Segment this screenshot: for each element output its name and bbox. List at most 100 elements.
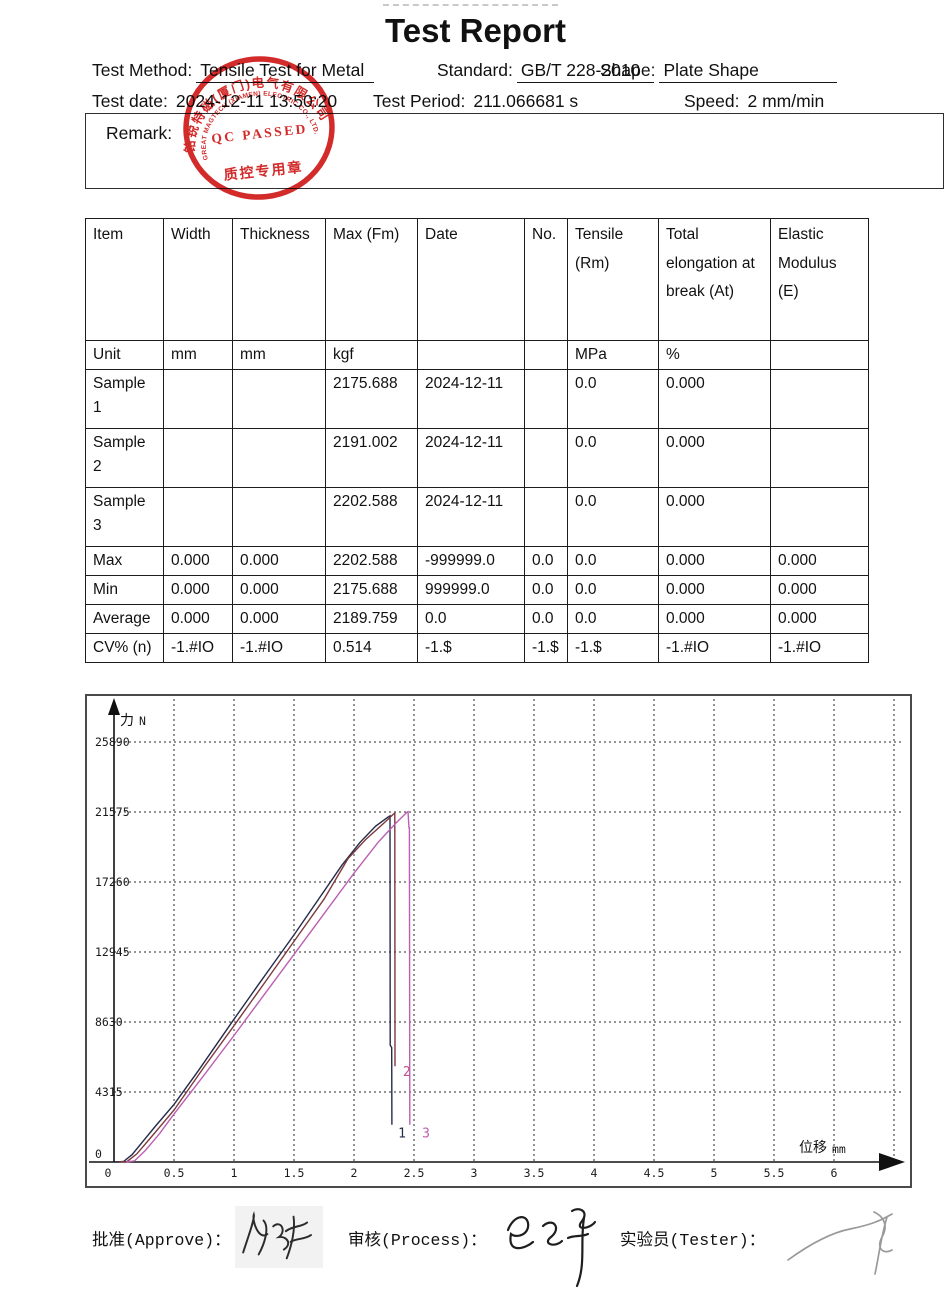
table-cell: 0.000 bbox=[232, 575, 326, 606]
table-row: Min 0.000 0.000 2175.688 999999.0 0.0 0.0 0.000… bbox=[85, 575, 869, 606]
field-test-period: Test Period: 211.066681 s bbox=[373, 91, 625, 114]
page-title: Test Report bbox=[385, 12, 566, 49]
standard-value: GB/T 228-2010 bbox=[516, 60, 655, 83]
y-axis-title-unit: N bbox=[139, 714, 146, 728]
x-axis-title-unit: mm bbox=[832, 1142, 846, 1156]
table-cell: 0.0 bbox=[417, 604, 525, 635]
table-cell: 2202.588 bbox=[325, 487, 418, 548]
table-cell: Max bbox=[85, 546, 164, 577]
y-axis-arrow bbox=[108, 698, 120, 715]
table-cell: 2175.688 bbox=[325, 369, 418, 430]
table-cell: Average bbox=[85, 604, 164, 635]
column-header: Elastic Modulus (E) bbox=[770, 218, 869, 341]
x-tick-label: 1 bbox=[231, 1166, 238, 1180]
table-cell bbox=[524, 487, 568, 548]
table-row: Sample 3 2202.588 2024-12-11 0.0 0.000 bbox=[85, 487, 869, 548]
table-row: Average 0.000 0.000 2189.759 0.0 0.0 0.0 0.000 0… bbox=[85, 604, 869, 635]
stamp-bottom-text: 质控专用章 bbox=[223, 159, 304, 183]
table-cell: 2024-12-11 bbox=[417, 487, 525, 548]
table-cell bbox=[770, 487, 869, 548]
y-tick-label: 12945 bbox=[95, 945, 130, 959]
table-cell: kgf bbox=[325, 339, 418, 371]
column-header: Item bbox=[85, 218, 164, 341]
table-cell bbox=[232, 487, 326, 548]
y-tick-label: 21575 bbox=[95, 805, 130, 819]
results-table-head: Item Width Thickness Max (Fm) Date No. Tensile… bbox=[85, 218, 869, 341]
table-cell: -1.#IO bbox=[163, 633, 233, 664]
table-cell: 2191.002 bbox=[325, 428, 418, 489]
test-method-label: Test Method: bbox=[92, 60, 193, 80]
table-cell bbox=[524, 428, 568, 489]
table-cell: 0.000 bbox=[658, 428, 771, 489]
column-header: No. bbox=[524, 218, 568, 341]
table-cell bbox=[163, 369, 233, 430]
x-tick-label: 4 bbox=[591, 1166, 598, 1180]
x-tick-label: 2 bbox=[351, 1166, 358, 1180]
y-tick-label: 8630 bbox=[95, 1015, 123, 1029]
table-cell: 0.0 bbox=[567, 546, 659, 577]
column-header: Max (Fm) bbox=[325, 218, 418, 341]
axes bbox=[89, 706, 883, 1163]
tester-label: 实验员(Tester)： bbox=[620, 1231, 766, 1250]
table-cell: -1.#IO bbox=[770, 633, 869, 664]
table-cell: 0.0 bbox=[524, 546, 568, 577]
table-cell: 2202.588 bbox=[325, 546, 418, 577]
table-cell: 0.0 bbox=[524, 575, 568, 606]
y-tick-label: 0 bbox=[95, 1147, 102, 1161]
table-cell: -1.$ bbox=[524, 633, 568, 664]
table-cell: 2189.759 bbox=[325, 604, 418, 635]
table-cell: Sample 3 bbox=[85, 487, 164, 548]
x-tick-label: 3.5 bbox=[524, 1166, 545, 1180]
x-axis-title-cn: 位移 bbox=[799, 1139, 827, 1155]
table-cell bbox=[524, 369, 568, 430]
curves bbox=[116, 810, 411, 1163]
table-cell: 999999.0 bbox=[417, 575, 525, 606]
remark-label: Remark: bbox=[106, 123, 173, 143]
table-row: Sample 1 2175.688 2024-12-11 0.0 0.000 bbox=[85, 369, 869, 430]
x-tick-label: 0 bbox=[105, 1166, 112, 1180]
table-cell bbox=[770, 339, 869, 371]
table-cell bbox=[232, 369, 326, 430]
table-row: CV% (n) -1.#IO -1.#IO 0.514 -1.$ -1.$ -1.$ -1.#… bbox=[85, 633, 869, 664]
field-speed: Speed: 2 mm/min bbox=[684, 91, 867, 114]
column-header: Date bbox=[417, 218, 525, 341]
x-tick-label: 6 bbox=[831, 1166, 838, 1180]
table-cell: mm bbox=[163, 339, 233, 371]
shape-label: Shape: bbox=[600, 60, 656, 80]
table-cell: 0.000 bbox=[770, 604, 869, 635]
table-row: Sample 2 2191.002 2024-12-11 0.0 0.000 bbox=[85, 428, 869, 489]
table-cell: MPa bbox=[567, 339, 659, 371]
table-cell: 0.000 bbox=[658, 575, 771, 606]
process-label: 审核(Process)： bbox=[348, 1231, 487, 1250]
table-cell: 0.0 bbox=[524, 604, 568, 635]
table-cell: -1.#IO bbox=[658, 633, 771, 664]
curve-sample-1 bbox=[116, 814, 393, 1163]
curve-label-1: 1 bbox=[398, 1127, 406, 1142]
table-cell: 0.000 bbox=[658, 546, 771, 577]
curve-label-3: 3 bbox=[422, 1127, 430, 1142]
table-cell: -1.$ bbox=[417, 633, 525, 664]
table-cell: 0.000 bbox=[232, 604, 326, 635]
field-shape: Shape: Plate Shape bbox=[600, 60, 837, 83]
table-cell: 2175.688 bbox=[325, 575, 418, 606]
table-cell: Unit bbox=[85, 339, 164, 371]
table-cell: 2024-12-11 bbox=[417, 428, 525, 489]
table-cell: 0.000 bbox=[163, 604, 233, 635]
curve-sample-2 bbox=[118, 812, 396, 1163]
signature-tester bbox=[787, 1211, 893, 1275]
table-cell: -999999.0 bbox=[417, 546, 525, 577]
table-cell: -1.$ bbox=[567, 633, 659, 664]
x-axis-arrow bbox=[879, 1153, 905, 1171]
speed-value: 2 mm/min bbox=[743, 91, 867, 114]
table-cell bbox=[163, 428, 233, 489]
table-cell: 0.0 bbox=[567, 604, 659, 635]
header-row: Item Width Thickness Max (Fm) Date No. Tensile… bbox=[85, 218, 869, 341]
table-cell: 0.000 bbox=[232, 546, 326, 577]
results-table: Item Width Thickness Max (Fm) Date No. Tensile… bbox=[85, 218, 869, 664]
table-cell bbox=[770, 428, 869, 489]
table-cell bbox=[232, 428, 326, 489]
signature-approve bbox=[235, 1206, 323, 1268]
